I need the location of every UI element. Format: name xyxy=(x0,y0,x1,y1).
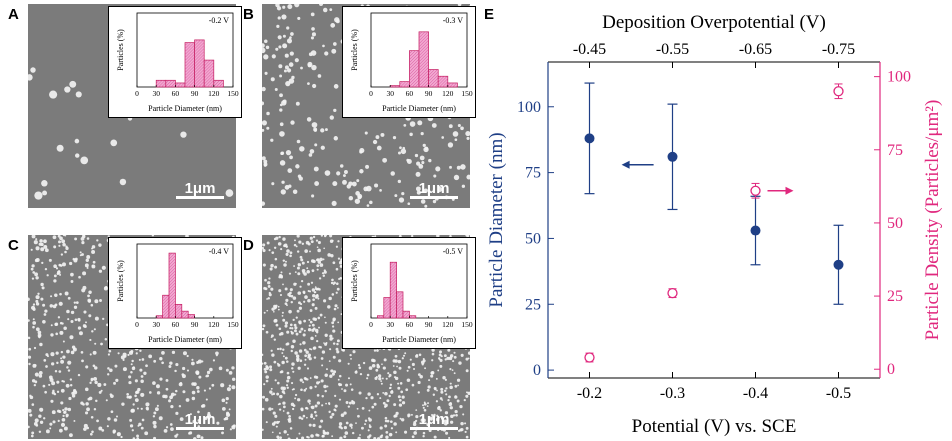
histogram-bar xyxy=(402,310,410,319)
scale-bar: 1μm xyxy=(410,180,458,199)
scale-bar-label: 1μm xyxy=(418,180,450,197)
y-axis-label: Particle Diameter (nm) xyxy=(486,132,507,307)
panel-label-b: B xyxy=(243,6,254,23)
scale-bar-line xyxy=(410,427,458,430)
scale-bar: 1μm xyxy=(176,180,224,199)
inset-xtick-label: 150 xyxy=(461,320,473,329)
x-tick-label: -0.4 xyxy=(743,385,768,402)
inset-xlabel: Particle Diameter (nm) xyxy=(148,104,222,113)
inset-xtick-label: 30 xyxy=(152,320,160,329)
inset-xtick-label: 120 xyxy=(208,89,220,98)
inset-xlabel: Particle Diameter (nm) xyxy=(382,104,456,113)
inset-xtick-label: 120 xyxy=(442,89,454,98)
y-right-tick-label: 25 xyxy=(887,288,903,305)
top-x-tick-label: -0.55 xyxy=(656,41,689,58)
y-right-tick-label: 50 xyxy=(887,215,903,232)
histogram-bar xyxy=(418,31,429,88)
scale-bar-label: 1μm xyxy=(184,411,216,428)
inset-xtick-label: 90 xyxy=(191,89,199,98)
density-point xyxy=(584,352,595,363)
panel-label-c: C xyxy=(8,237,19,254)
inset-xtick-label: 0 xyxy=(135,320,139,329)
inset-xtick-label: 0 xyxy=(369,89,373,98)
inset-voltage-label: -0.4 V xyxy=(209,247,230,256)
inset-ylabel: Particles (%) xyxy=(350,260,359,302)
y-tick-label: 25 xyxy=(525,296,541,313)
inset-xlabel: Particle Diameter (nm) xyxy=(382,335,456,344)
inset-xlabel: Particle Diameter (nm) xyxy=(148,335,222,344)
inset-ylabel: Particles (%) xyxy=(116,260,125,302)
inset-xtick-label: 120 xyxy=(442,320,454,329)
x-axis-label: Potential (V) vs. SCE xyxy=(632,416,797,437)
y-right-axis-label: Particle Density (Particles/μm²) xyxy=(922,100,943,341)
inset-xtick-label: 30 xyxy=(152,89,160,98)
top-x-axis-label: Deposition Overpotential (V) xyxy=(602,12,826,33)
x-tick-label: -0.5 xyxy=(826,385,851,402)
inset-xtick-label: 90 xyxy=(191,320,199,329)
inset-xtick-label: 0 xyxy=(135,89,139,98)
inset-xtick-label: 60 xyxy=(406,320,414,329)
y-right-tick-label: 100 xyxy=(887,69,911,86)
histogram-inset-d: 0 30 60 90 120 150 Particle Diameter (nm) Parti… xyxy=(342,237,476,349)
histogram-bar xyxy=(428,69,439,88)
density-point xyxy=(667,287,678,299)
diameter-point xyxy=(833,224,844,305)
inset-xtick-label: 30 xyxy=(386,89,394,98)
histogram-bar xyxy=(389,261,397,319)
inset-xtick-label: 90 xyxy=(425,320,433,329)
inset-xtick-label: 150 xyxy=(461,89,473,98)
top-x-tick-label: -0.45 xyxy=(573,41,606,58)
left-axis-arrow-icon xyxy=(621,160,654,169)
panel-label-d: D xyxy=(243,237,254,254)
inset-xtick-label: 0 xyxy=(369,320,373,329)
histogram-bar xyxy=(168,252,176,319)
scale-bar-label: 1μm xyxy=(418,411,450,428)
inset-voltage-label: -0.3 V xyxy=(443,16,464,25)
right-axis-arrow-icon xyxy=(767,186,794,195)
scale-bar: 1μm xyxy=(410,411,458,430)
x-tick-label: -0.3 xyxy=(660,385,685,402)
histogram-bar xyxy=(437,75,449,88)
inset-ylabel: Particles (%) xyxy=(350,29,359,71)
inset-xtick-label: 120 xyxy=(208,320,220,329)
histogram-bar xyxy=(396,291,404,319)
inset-xtick-label: 60 xyxy=(172,89,180,98)
y-right-tick-label: 75 xyxy=(887,142,903,159)
scale-bar-line xyxy=(176,427,224,430)
histogram-inset-a: 0 30 60 90 120 150 Particle Diameter (nm) Parti… xyxy=(108,6,242,118)
diameter-point xyxy=(584,82,595,195)
scale-bar-line xyxy=(410,196,458,199)
y-tick-label: 50 xyxy=(525,230,541,247)
scale-bar-label: 1μm xyxy=(184,180,216,197)
panel-label-e: E xyxy=(484,6,495,23)
inset-xtick-label: 150 xyxy=(227,320,239,329)
particle-size-density-chart: -0.2 -0.3 -0.4 -0.5 -0.45 -0.55 -0.65 -0.75 0 25 5… xyxy=(486,12,943,437)
histogram-bar xyxy=(213,79,224,88)
inset-voltage-label: -0.2 V xyxy=(209,16,230,25)
inset-xtick-label: 30 xyxy=(386,320,394,329)
y-tick-label: 0 xyxy=(533,362,541,379)
inset-ylabel: Particles (%) xyxy=(116,29,125,71)
histogram-bar xyxy=(447,82,458,88)
density-point xyxy=(833,83,844,100)
diameter-point xyxy=(667,103,678,211)
y-right-tick-label: 0 xyxy=(887,361,895,378)
inset-voltage-label: -0.5 V xyxy=(443,247,464,256)
histogram-inset-b: 0 30 60 90 120 150 Particle Diameter (nm) Parti… xyxy=(342,6,476,118)
y-tick-label: 75 xyxy=(525,165,541,182)
scale-bar-line xyxy=(176,196,224,199)
histogram-inset-c: 0 30 60 90 120 150 Particle Diameter (nm) Parti… xyxy=(108,237,242,349)
density-point xyxy=(750,182,761,199)
inset-xtick-label: 150 xyxy=(227,89,239,98)
inset-xtick-label: 90 xyxy=(425,89,433,98)
scale-bar: 1μm xyxy=(176,411,224,430)
top-x-tick-label: -0.75 xyxy=(822,41,855,58)
inset-xtick-label: 60 xyxy=(172,320,180,329)
inset-xtick-label: 60 xyxy=(406,89,414,98)
top-x-tick-label: -0.65 xyxy=(739,41,772,58)
x-tick-label: -0.2 xyxy=(577,385,602,402)
panel-label-a: A xyxy=(8,6,19,23)
diameter-point xyxy=(750,195,761,266)
y-tick-label: 100 xyxy=(517,99,541,116)
